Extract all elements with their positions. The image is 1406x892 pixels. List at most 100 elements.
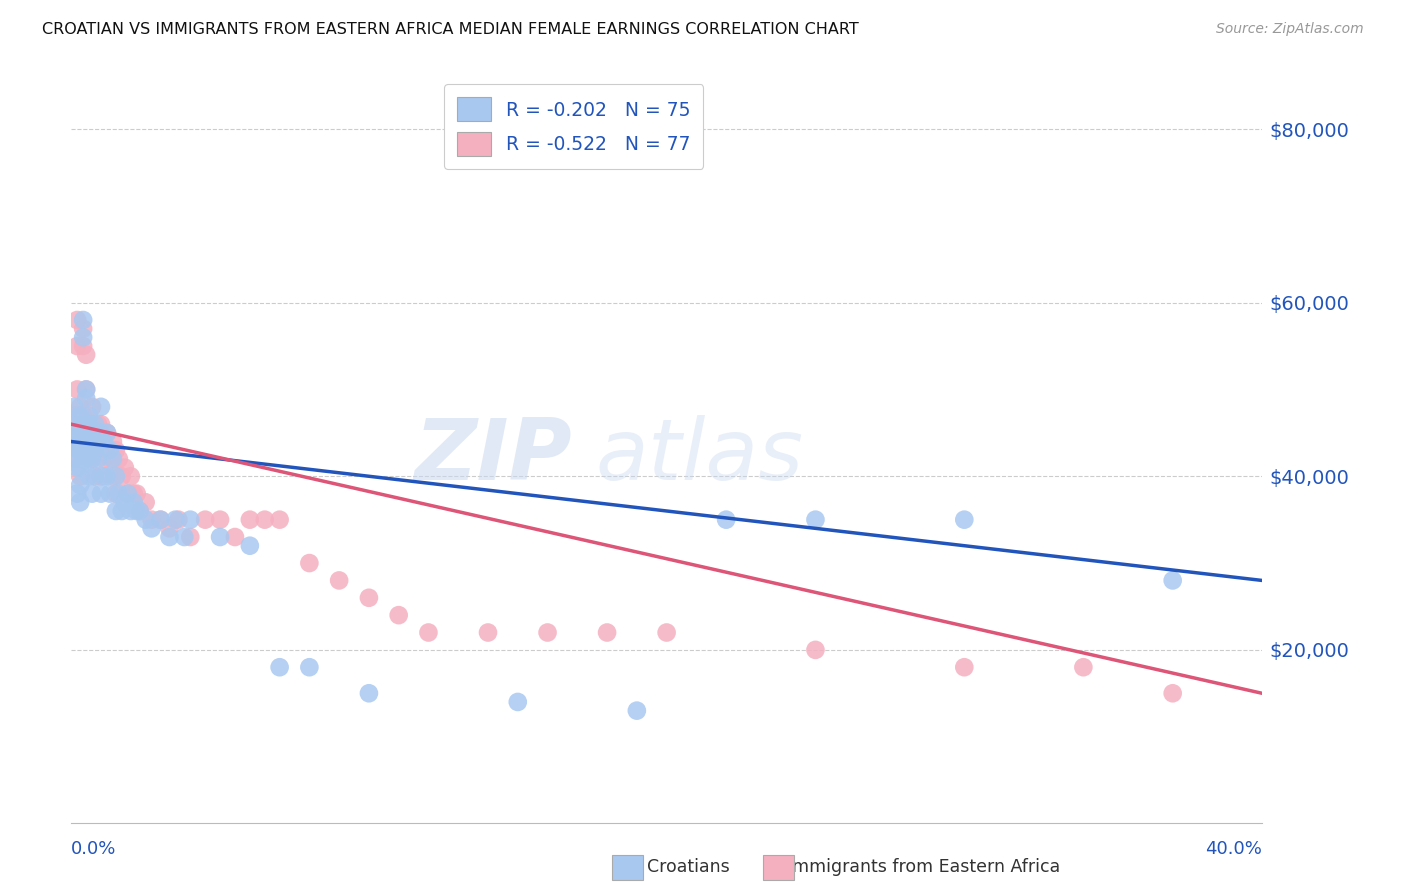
Point bbox=[69, 469, 91, 483]
Point bbox=[269, 513, 291, 527]
Point bbox=[66, 443, 89, 458]
Point bbox=[80, 425, 103, 440]
Point bbox=[80, 400, 103, 414]
Point bbox=[75, 417, 97, 432]
Point bbox=[66, 434, 89, 449]
Point bbox=[84, 469, 107, 483]
Point bbox=[77, 451, 100, 466]
Point bbox=[77, 409, 100, 423]
Point bbox=[1073, 660, 1095, 674]
Point bbox=[72, 321, 94, 335]
Point bbox=[117, 486, 139, 500]
Point bbox=[66, 425, 89, 440]
Point bbox=[69, 443, 91, 458]
Point bbox=[90, 400, 112, 414]
Point bbox=[77, 434, 100, 449]
Text: 0.0%: 0.0% bbox=[72, 840, 117, 858]
Point bbox=[96, 443, 118, 458]
Point bbox=[114, 460, 136, 475]
Point bbox=[69, 409, 91, 423]
Point bbox=[69, 400, 91, 414]
Point bbox=[98, 443, 121, 458]
Point bbox=[66, 313, 89, 327]
Point bbox=[596, 625, 619, 640]
Point bbox=[98, 451, 121, 466]
Point bbox=[179, 530, 201, 544]
Point bbox=[69, 409, 91, 423]
Point bbox=[101, 469, 124, 483]
Point bbox=[104, 469, 127, 483]
Text: ZIP: ZIP bbox=[413, 416, 571, 499]
Point bbox=[63, 409, 86, 423]
Point bbox=[80, 434, 103, 449]
Point bbox=[66, 339, 89, 353]
Point bbox=[96, 425, 118, 440]
Point bbox=[418, 625, 440, 640]
Point bbox=[63, 417, 86, 432]
Point bbox=[75, 348, 97, 362]
Point bbox=[66, 425, 89, 440]
Point bbox=[108, 486, 131, 500]
Point bbox=[953, 660, 976, 674]
Point bbox=[75, 451, 97, 466]
Point bbox=[80, 486, 103, 500]
Point bbox=[224, 530, 246, 544]
Point bbox=[209, 513, 232, 527]
Point bbox=[84, 425, 107, 440]
Point bbox=[128, 504, 150, 518]
Point bbox=[149, 513, 172, 527]
Point bbox=[84, 443, 107, 458]
Point bbox=[96, 469, 118, 483]
Point bbox=[72, 417, 94, 432]
Point bbox=[75, 443, 97, 458]
Point bbox=[69, 478, 91, 492]
Point bbox=[120, 469, 142, 483]
Point bbox=[122, 486, 145, 500]
Point bbox=[159, 521, 181, 535]
Point bbox=[104, 504, 127, 518]
Point bbox=[77, 443, 100, 458]
Point bbox=[101, 451, 124, 466]
Point bbox=[101, 434, 124, 449]
Point bbox=[655, 625, 678, 640]
Point bbox=[75, 425, 97, 440]
Point bbox=[72, 434, 94, 449]
Point bbox=[69, 495, 91, 509]
Text: Croatians: Croatians bbox=[647, 858, 730, 876]
Point bbox=[111, 469, 134, 483]
Point bbox=[626, 704, 648, 718]
Point bbox=[63, 451, 86, 466]
Point bbox=[72, 451, 94, 466]
Point bbox=[80, 451, 103, 466]
Point bbox=[77, 469, 100, 483]
Point bbox=[90, 486, 112, 500]
Point bbox=[804, 643, 827, 657]
Point bbox=[93, 434, 115, 449]
Text: atlas: atlas bbox=[595, 416, 803, 499]
Point bbox=[108, 451, 131, 466]
Point bbox=[167, 513, 190, 527]
Point bbox=[66, 460, 89, 475]
Point bbox=[90, 469, 112, 483]
Point bbox=[66, 383, 89, 397]
Point bbox=[114, 495, 136, 509]
Point bbox=[388, 608, 411, 623]
Point bbox=[328, 574, 350, 588]
Point bbox=[77, 434, 100, 449]
Point bbox=[72, 330, 94, 344]
Point bbox=[804, 513, 827, 527]
Point bbox=[84, 443, 107, 458]
Point bbox=[77, 417, 100, 432]
Text: 40.0%: 40.0% bbox=[1205, 840, 1263, 858]
Point bbox=[96, 425, 118, 440]
Point bbox=[194, 513, 217, 527]
Point bbox=[87, 417, 110, 432]
Point bbox=[298, 556, 321, 570]
Point bbox=[84, 469, 107, 483]
Point bbox=[120, 504, 142, 518]
Point bbox=[90, 417, 112, 432]
Point bbox=[104, 443, 127, 458]
Point bbox=[98, 486, 121, 500]
Point bbox=[69, 425, 91, 440]
Point bbox=[506, 695, 529, 709]
